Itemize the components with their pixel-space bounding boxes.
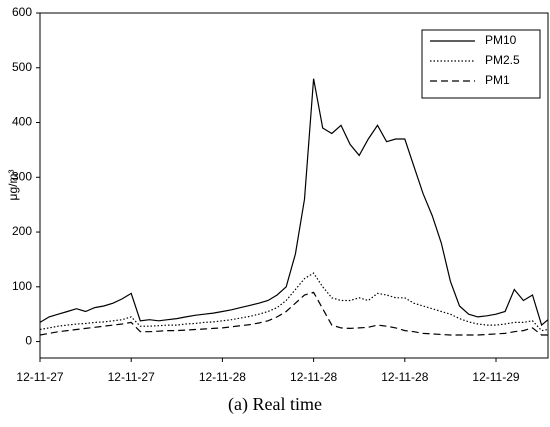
legend-box [421, 29, 541, 99]
x-tick-label: 12-11-28 [290, 370, 337, 384]
line-series [39, 78, 549, 327]
plot-frame [39, 12, 549, 359]
y-tick-label: 500 [12, 60, 32, 74]
x-tick-label: 12-11-29 [472, 370, 519, 384]
y-tick-label: 300 [12, 169, 32, 183]
x-tick-label: 12-11-27 [108, 370, 155, 384]
y-tick-label: 100 [12, 279, 32, 293]
y-tick-label: 400 [12, 115, 32, 129]
y-tick-label: 0 [25, 334, 32, 348]
legend-label: PM2.5 [485, 53, 520, 67]
legend-label: PM1 [485, 73, 510, 87]
caption: (a) Real time [228, 394, 322, 415]
x-tick-label: 12-11-27 [16, 370, 63, 384]
legend-label: PM10 [485, 33, 517, 47]
x-tick-label: 12-11-28 [381, 370, 428, 384]
line-series [39, 272, 549, 332]
y-tick-label: 200 [12, 224, 32, 238]
y-axis-label: μg/m³ [6, 170, 20, 201]
line-series [39, 291, 548, 336]
x-tick-label: 12-11-28 [199, 370, 246, 384]
y-tick-label: 600 [12, 5, 32, 19]
